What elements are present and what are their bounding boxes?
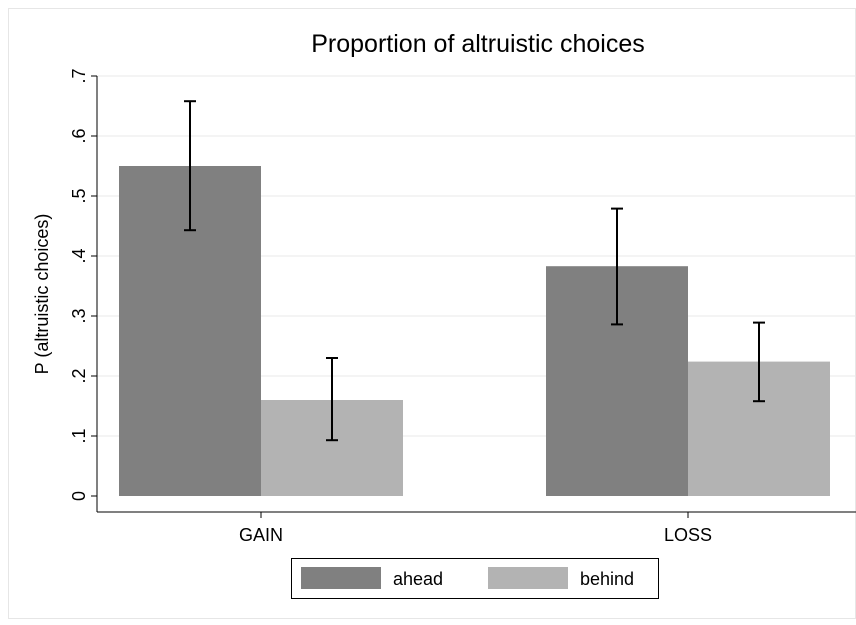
- y-tick-label: .6: [69, 128, 89, 143]
- chart-title: Proportion of altruistic choices: [311, 30, 644, 58]
- x-category-label: GAIN: [239, 525, 283, 545]
- y-tick-label: .4: [69, 248, 89, 263]
- y-tick-label: .7: [69, 68, 89, 83]
- x-category-label: LOSS: [664, 525, 712, 545]
- legend-label-behind: behind: [580, 569, 634, 589]
- y-axis-label: P (altruistic choices): [32, 214, 52, 375]
- error-bars: [184, 100, 765, 442]
- y-tick-label: .5: [69, 188, 89, 203]
- legend-label-ahead: ahead: [393, 569, 443, 589]
- y-tick-label: 0: [69, 491, 89, 501]
- y-tick-label: .3: [69, 308, 89, 323]
- legend-swatch-ahead: [301, 567, 381, 589]
- x-axis-categories: GAIN LOSS: [239, 512, 712, 545]
- legend: ahead behind: [291, 558, 659, 599]
- y-axis-ticks: 0 .1 .2 .3 .4 .5 .6 .7: [69, 68, 97, 501]
- y-tick-label: .1: [69, 428, 89, 443]
- legend-swatch-behind: [488, 567, 568, 589]
- bars: [119, 166, 830, 496]
- y-tick-label: .2: [69, 368, 89, 383]
